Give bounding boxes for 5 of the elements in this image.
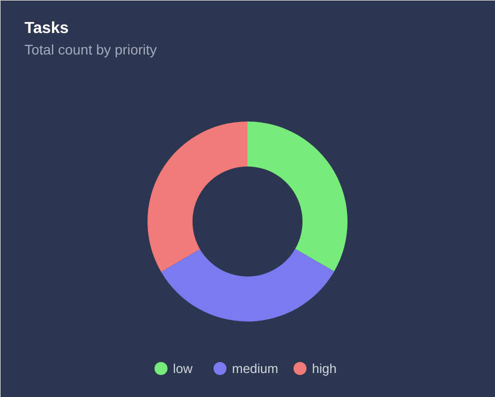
chart-subtitle: Total count by priority bbox=[24, 42, 157, 58]
legend-label: high bbox=[312, 361, 337, 376]
legend-label: medium bbox=[232, 361, 278, 376]
chart-title: Tasks bbox=[24, 20, 69, 37]
legend-label: low bbox=[173, 361, 194, 376]
